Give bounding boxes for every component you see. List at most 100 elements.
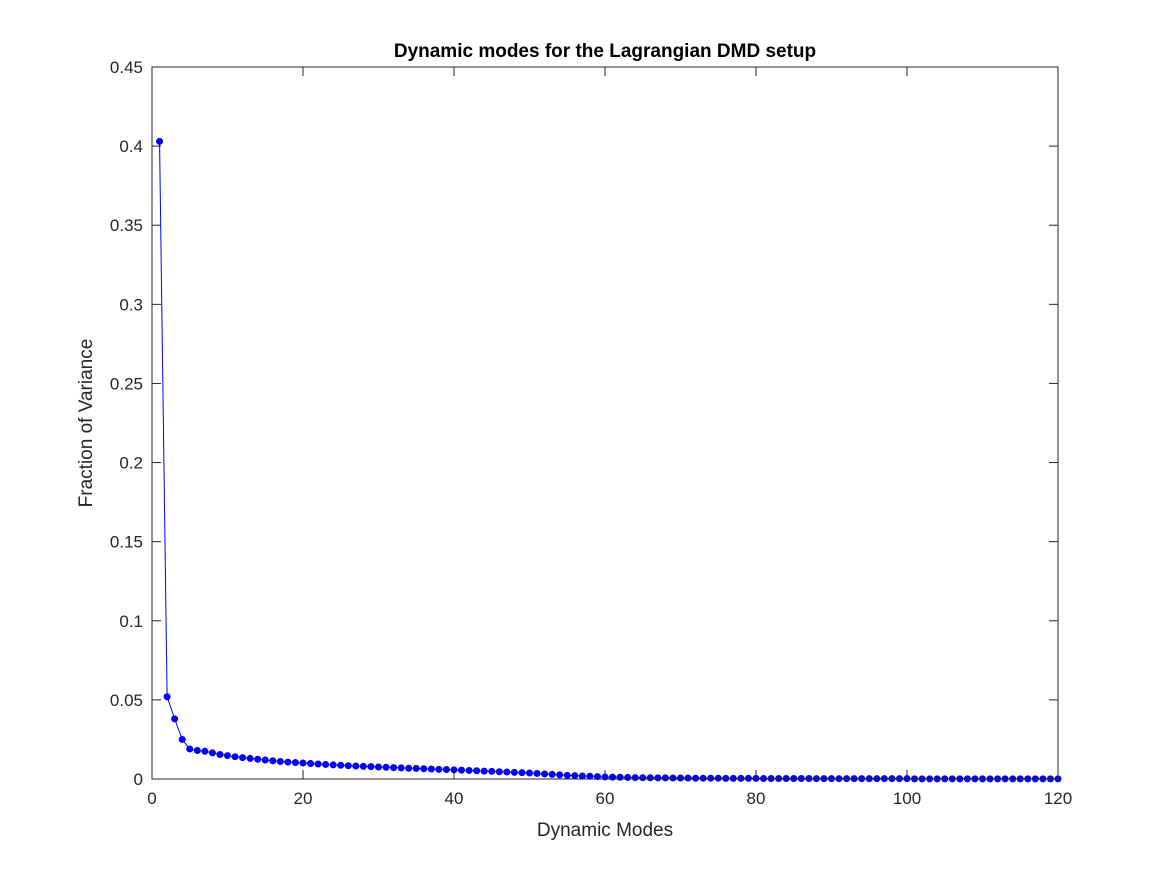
data-point	[473, 767, 481, 775]
data-point	[624, 773, 632, 781]
chart-title: Dynamic modes for the Lagrangian DMD set…	[394, 41, 816, 62]
data-point	[752, 774, 760, 782]
data-point	[314, 760, 322, 768]
data-point	[208, 749, 216, 757]
data-point	[284, 758, 292, 766]
data-point	[495, 768, 503, 776]
data-point	[322, 760, 330, 768]
data-point	[246, 754, 254, 762]
plot-area	[152, 67, 1058, 779]
x-tick-label: 20	[294, 789, 313, 808]
axes-box	[151, 66, 1059, 780]
y-tick-label: 0.4	[119, 137, 143, 156]
data-point	[231, 753, 239, 761]
data-point	[450, 766, 458, 774]
data-point	[563, 771, 571, 779]
x-tick-label: 60	[596, 789, 615, 808]
data-point	[359, 762, 367, 770]
data-point	[186, 745, 194, 753]
data-point	[654, 774, 662, 782]
data-point	[420, 765, 428, 773]
y-tick-label: 0.1	[119, 612, 143, 631]
data-point	[352, 762, 360, 770]
x-tick-label: 80	[747, 789, 766, 808]
data-point	[299, 759, 307, 767]
data-point	[669, 774, 677, 782]
data-point	[412, 764, 420, 772]
data-point	[193, 747, 201, 755]
data-point	[692, 774, 700, 782]
data-point	[397, 764, 405, 772]
y-tick-label: 0	[134, 770, 143, 789]
data-point	[631, 774, 639, 782]
data-point	[503, 768, 511, 776]
data-point	[639, 774, 647, 782]
data-point	[367, 763, 375, 771]
data-point	[661, 774, 669, 782]
data-point	[178, 735, 186, 743]
data-point	[171, 715, 179, 723]
data-point	[239, 754, 247, 762]
y-tick-label: 0.05	[110, 691, 143, 710]
data-point	[435, 765, 443, 773]
data-point	[224, 752, 231, 760]
data-point	[510, 768, 518, 776]
data-point	[201, 747, 209, 755]
data-point	[488, 767, 496, 775]
data-point	[729, 774, 737, 782]
data-point	[307, 759, 315, 767]
data-point	[216, 750, 224, 758]
data-point	[578, 772, 586, 780]
data-point	[269, 757, 277, 765]
data-point	[586, 772, 594, 780]
data-point	[442, 766, 450, 774]
data-point	[291, 759, 299, 767]
data-point	[480, 767, 488, 775]
data-point	[722, 774, 730, 782]
y-tick-label: 0.45	[110, 58, 143, 77]
data-point	[276, 757, 284, 765]
data-point	[571, 772, 579, 780]
data-point	[556, 771, 564, 779]
data-point	[601, 773, 609, 781]
y-tick-label: 0.15	[110, 533, 143, 552]
data-point	[677, 774, 684, 782]
data-point	[329, 761, 337, 769]
data-point	[344, 762, 352, 770]
data-point	[458, 766, 466, 774]
y-tick-label: 0.3	[119, 295, 143, 314]
data-point	[518, 769, 526, 777]
data-point	[261, 756, 269, 764]
data-point	[526, 769, 533, 777]
data-point	[714, 774, 722, 782]
y-tick-label: 0.35	[110, 216, 143, 235]
data-point	[405, 764, 413, 772]
data-point	[375, 763, 382, 771]
x-tick-label: 100	[893, 789, 921, 808]
data-point	[737, 774, 745, 782]
data-point	[541, 770, 549, 778]
data-point	[707, 774, 715, 782]
y-tick-label: 0.2	[119, 454, 143, 473]
tick-labels: 0 20 40 60 80 100 120 0 0.05 0.1 0.15 0.2 0.25 0.3 0.3…	[110, 58, 1072, 808]
data-point	[390, 764, 398, 772]
data-point	[337, 761, 345, 769]
x-tick-label: 0	[147, 789, 156, 808]
x-tick-label: 120	[1044, 789, 1072, 808]
data-point	[684, 774, 692, 782]
data-point	[548, 770, 556, 778]
y-tick-label: 0.25	[110, 374, 143, 393]
data-point	[533, 769, 541, 777]
x-axis-label: Dynamic Modes	[537, 820, 673, 841]
data-point	[156, 137, 164, 145]
data-point	[744, 774, 752, 782]
y-axis-label: Fraction of Variance	[76, 339, 97, 508]
data-point	[427, 765, 435, 773]
x-tick-label: 40	[445, 789, 464, 808]
data-point	[163, 693, 171, 701]
data-point	[699, 774, 707, 782]
data-point	[646, 774, 654, 782]
data-point	[593, 773, 601, 781]
data-point	[465, 766, 473, 774]
